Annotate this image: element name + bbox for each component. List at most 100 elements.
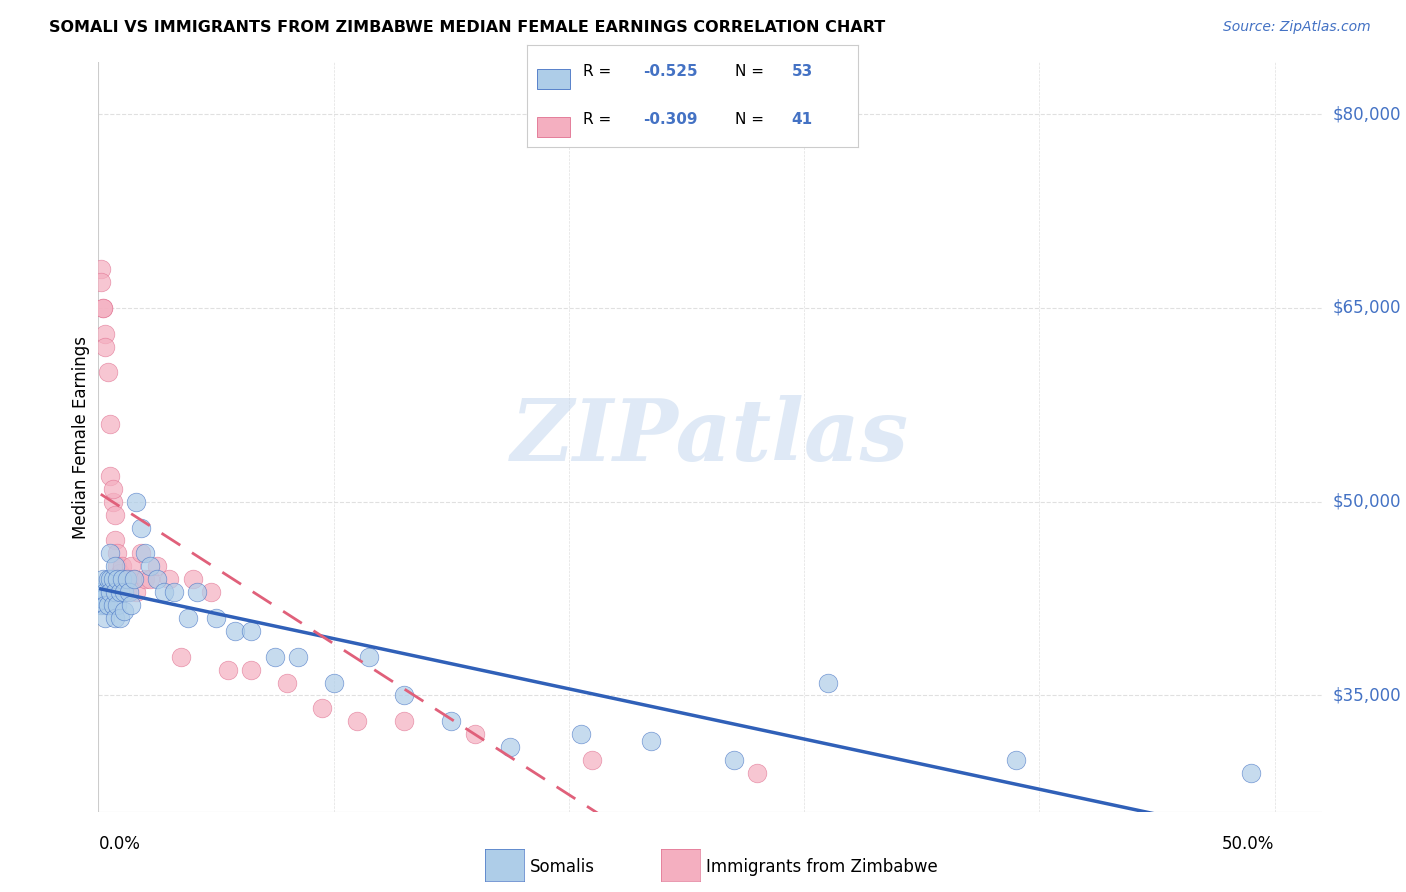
Point [94, 611, 117, 625]
Point [129, 546, 152, 560]
Point [98, 546, 121, 560]
Point [120, 598, 142, 612]
Point [139, 572, 162, 586]
Point [101, 572, 124, 586]
Point [104, 585, 127, 599]
Point [98, 417, 121, 432]
Point [181, 572, 204, 586]
Point [240, 663, 263, 677]
Point [120, 559, 142, 574]
Point [139, 559, 162, 574]
Point [91, 591, 114, 606]
Point [129, 520, 152, 534]
Text: N =: N = [735, 63, 769, 78]
Point [186, 585, 208, 599]
Point [581, 753, 603, 767]
Point [177, 611, 200, 625]
Text: 50.0%: 50.0% [1222, 835, 1275, 853]
Point [125, 585, 148, 599]
Y-axis label: Median Female Earnings: Median Female Earnings [72, 335, 90, 539]
Point [118, 572, 141, 586]
Bar [537, 117, 571, 137]
Text: ZIPatlas: ZIPatlas [510, 395, 910, 479]
Point [118, 585, 141, 599]
Point [101, 482, 124, 496]
Point [263, 649, 285, 664]
Point [97, 598, 120, 612]
Point [112, 572, 135, 586]
Point [392, 689, 416, 703]
Point [115, 585, 138, 599]
Point [346, 714, 368, 729]
Point [91, 572, 114, 586]
Point [125, 494, 148, 508]
Point [98, 585, 121, 599]
Point [817, 675, 839, 690]
Point [108, 572, 131, 586]
Point [276, 675, 298, 690]
Point [94, 340, 117, 354]
Point [240, 624, 263, 638]
Point [163, 585, 186, 599]
Point [224, 624, 246, 638]
Point [94, 598, 117, 612]
Text: -0.309: -0.309 [643, 112, 697, 127]
Text: Somalis: Somalis [530, 858, 595, 876]
Point [322, 675, 344, 690]
Point [745, 766, 768, 780]
Point [111, 559, 134, 574]
Bar [537, 69, 571, 88]
Point [90, 598, 112, 612]
Point [217, 663, 239, 677]
Point [90, 262, 112, 277]
Point [108, 611, 131, 625]
Point [311, 701, 333, 715]
Point [108, 566, 131, 580]
Text: Immigrants from Zimbabwe: Immigrants from Zimbabwe [706, 858, 938, 876]
Point [90, 585, 112, 599]
Point [569, 727, 592, 741]
Point [464, 727, 486, 741]
Point [115, 572, 138, 586]
Point [392, 714, 416, 729]
Point [97, 366, 120, 380]
Point [499, 740, 522, 755]
Point [104, 559, 127, 574]
Text: 53: 53 [792, 63, 813, 78]
Point [205, 611, 228, 625]
Point [98, 468, 121, 483]
Text: $65,000: $65,000 [1333, 299, 1402, 317]
Point [153, 585, 176, 599]
Point [1004, 753, 1026, 767]
Point [640, 733, 662, 747]
Text: SOMALI VS IMMIGRANTS FROM ZIMBABWE MEDIAN FEMALE EARNINGS CORRELATION CHART: SOMALI VS IMMIGRANTS FROM ZIMBABWE MEDIA… [49, 20, 886, 35]
Point [101, 598, 124, 612]
Point [94, 326, 117, 341]
Point [134, 546, 156, 560]
Point [97, 572, 120, 586]
Point [105, 559, 128, 574]
Text: 41: 41 [792, 112, 813, 127]
Text: $50,000: $50,000 [1333, 492, 1402, 511]
Point [122, 572, 145, 586]
Text: $80,000: $80,000 [1333, 105, 1402, 123]
Point [287, 649, 309, 664]
Point [105, 546, 128, 560]
Text: N =: N = [735, 112, 769, 127]
Point [98, 572, 121, 586]
Point [157, 572, 180, 586]
Point [1240, 766, 1263, 780]
Text: R =: R = [583, 63, 617, 78]
Point [104, 508, 127, 522]
Point [112, 605, 135, 619]
Point [111, 572, 134, 586]
Point [146, 572, 169, 586]
Point [357, 649, 380, 664]
Point [104, 533, 127, 548]
Point [90, 275, 112, 289]
Point [200, 585, 222, 599]
Point [94, 585, 117, 599]
Text: 0.0%: 0.0% [98, 835, 141, 853]
Point [134, 572, 156, 586]
Point [101, 494, 124, 508]
